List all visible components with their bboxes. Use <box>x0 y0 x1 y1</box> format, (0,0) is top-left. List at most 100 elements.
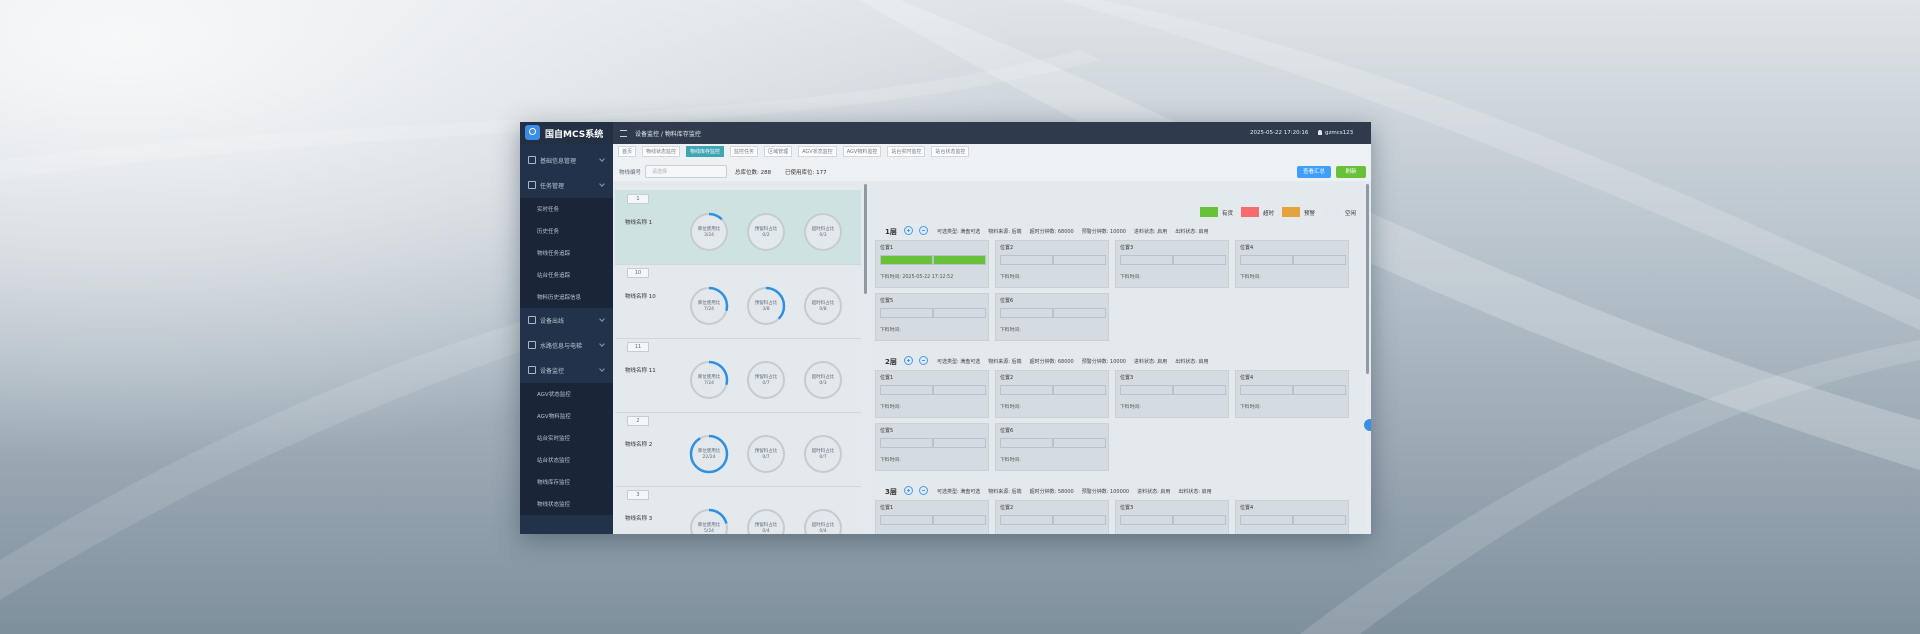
slot-cell <box>880 515 933 525</box>
gauge-arc <box>689 434 729 474</box>
total-slots: 总库位数: 288 <box>735 170 772 176</box>
gauge-title: 预留料占比 <box>754 449 778 454</box>
menu-item[interactable]: 历史任务 <box>520 220 613 242</box>
slot-card[interactable]: 位置2 下料时间: <box>995 370 1109 418</box>
line-select[interactable]: 请选择 <box>645 165 727 178</box>
layer-plus-button[interactable] <box>904 486 913 495</box>
gauge-value: 7/24 <box>703 307 715 312</box>
line-row[interactable]: 1 物线名称 1 库位使用比 3/24 预留料占比 0/2 超时料占比 0/3 <box>615 190 861 265</box>
slot-cell <box>1000 255 1053 265</box>
layer-info: 超时分钟数: 68000 <box>1029 359 1074 365</box>
slot-card[interactable]: 位置5 下料时间: <box>875 423 989 471</box>
gauge-value: 0/4 <box>819 529 827 534</box>
slot-card[interactable]: 位置4 下料时间: <box>1235 500 1349 534</box>
datetime: 2025-05-22 17:20:16 <box>1250 130 1309 136</box>
slot-card[interactable]: 位置3 下料时间: <box>1115 500 1229 534</box>
menu-group[interactable]: 任务管理 <box>520 173 613 197</box>
layer-info: 进料状态: 启用 <box>1133 229 1168 235</box>
menu-item[interactable]: AGV状态监控 <box>520 383 613 405</box>
menu-item[interactable]: 站台任务追踪 <box>520 264 613 286</box>
legend-swatch <box>1200 207 1218 217</box>
filter-bar: 物线编号 请选择 总库位数: 288 已使用库位: 177 查看汇总 刷新 <box>613 160 1371 181</box>
slot-card[interactable]: 位置2 下料时间: <box>995 500 1109 534</box>
menu-group[interactable]: 设备监控 <box>520 358 613 382</box>
filter-label: 物线编号 <box>619 170 642 176</box>
slot-card[interactable]: 位置3 下料时间: <box>1115 370 1229 418</box>
refresh-button[interactable]: 刷新 <box>1336 166 1366 178</box>
menu-label: 基础信息管理 <box>540 158 577 165</box>
button-bar <box>922 230 925 231</box>
line-row[interactable]: 3 物线名称 3 库位使用比 5/24 预留料占比 0/4 超时料占比 0/4 <box>615 486 861 534</box>
tab[interactable]: 物线库存监控 <box>686 146 725 157</box>
slot-cell <box>1293 255 1346 265</box>
menu-group[interactable]: 水路信息与电梯 <box>520 333 613 357</box>
menu-item[interactable]: 站台状态监控 <box>520 449 613 471</box>
slot-time: 下料时间: <box>1240 275 1261 280</box>
layer-minus-button[interactable] <box>919 356 928 365</box>
menu-toggle[interactable] <box>620 130 627 137</box>
gauge <box>689 360 729 400</box>
collapse-handle[interactable] <box>1364 419 1371 431</box>
menu-group[interactable]: 设备出线 <box>520 308 613 332</box>
line-row[interactable]: 11 物线名称 11 库位使用比 7/24 预留料占比 0/7 超时料占比 0/3 <box>615 338 861 413</box>
slot-card[interactable]: 位置2 下料时间: <box>995 240 1109 288</box>
gauge <box>689 508 729 534</box>
tab[interactable]: 站台实时监控 <box>887 146 926 157</box>
line-badge: 11 <box>627 342 649 352</box>
menu-item[interactable]: 物线库存监控 <box>520 471 613 493</box>
slot-cell <box>1120 515 1173 525</box>
menu-item-label: 物线库存监控 <box>537 480 571 486</box>
line-badge: 2 <box>627 416 649 426</box>
layer-minus-button[interactable] <box>919 226 928 235</box>
line-badge: 10 <box>627 268 649 278</box>
slot-card[interactable]: 位置4 下料时间: <box>1235 240 1349 288</box>
slot-card[interactable]: 位置3 下料时间: <box>1115 240 1229 288</box>
header-bar: 国自MCS系统 设备监控 / 物料库存监控 2025-05-22 17:20:16 g… <box>520 122 1371 144</box>
menu-item-label: 历史任务 <box>537 229 560 235</box>
slot-name: 位置5 <box>880 298 894 304</box>
gauge-title: 库位使用比 <box>697 227 721 232</box>
menu-item[interactable]: 站台实时监控 <box>520 427 613 449</box>
gauge-arc <box>689 212 729 252</box>
slot-card[interactable]: 位置5 下料时间: <box>875 293 989 341</box>
slot-card[interactable]: 位置1 下料时间: <box>875 500 989 534</box>
gauge <box>803 434 843 474</box>
layer-minus-button[interactable] <box>919 486 928 495</box>
slot-card[interactable]: 位置1 下料时间: <box>875 370 989 418</box>
tab[interactable]: AGV状态监控 <box>798 146 837 157</box>
menu-item[interactable]: AGV物料监控 <box>520 405 613 427</box>
tab[interactable]: 站台状态监控 <box>931 146 970 157</box>
tab[interactable]: 区域管理 <box>764 146 793 157</box>
tab[interactable]: 监控任务 <box>730 146 759 157</box>
line-row[interactable]: 10 物线名称 10 库位使用比 7/24 预留料占比 3/8 超时料占比 0/8 <box>615 264 861 339</box>
gauge-value: 0/8 <box>819 307 827 312</box>
layer-name: 2层 <box>885 358 897 366</box>
tab[interactable]: AGV物料监控 <box>842 146 882 157</box>
layer-plus-button[interactable] <box>904 226 913 235</box>
summary-button[interactable]: 查看汇总 <box>1297 166 1331 178</box>
slot-card[interactable]: 位置6 下料时间: <box>995 293 1109 341</box>
menu-item-label: 站台实时监控 <box>537 436 571 442</box>
gauge-title: 超时料占比 <box>811 301 835 306</box>
slot-time: 下料时间: <box>1000 458 1021 463</box>
menu-item[interactable]: 实时任务 <box>520 198 613 220</box>
menu-group[interactable]: 基础信息管理 <box>520 148 613 172</box>
gauge-arc <box>689 360 729 400</box>
layer-plus-button[interactable] <box>904 356 913 365</box>
slot-card[interactable]: 位置1 下料时间: 2025-05-22 17:12:52 <box>875 240 989 288</box>
line-name: 物线名称 3 <box>625 516 653 522</box>
line-row[interactable]: 2 物线名称 2 库位使用比 22/24 预留料占比 0/7 超时料占比 0/7 <box>615 412 861 487</box>
gauge-title: 超时料占比 <box>811 375 835 380</box>
slot-card[interactable]: 位置6 下料时间: <box>995 423 1109 471</box>
user-name[interactable]: gzmcs123 <box>1325 130 1354 136</box>
tab[interactable]: 首页 <box>618 146 637 157</box>
gauge <box>803 212 843 252</box>
slot-cell <box>1053 308 1106 318</box>
slot-card[interactable]: 位置4 下料时间: <box>1235 370 1349 418</box>
menu-item[interactable]: 物线状态监控 <box>520 493 613 515</box>
slot-name: 位置5 <box>880 428 894 434</box>
menu-item[interactable]: 物料历史追踪信息 <box>520 286 613 308</box>
menu-item[interactable]: 物线任务追踪 <box>520 242 613 264</box>
tab[interactable]: 物线状态监控 <box>642 146 681 157</box>
layer-info: 预警分钟数: 100000 <box>1081 489 1130 495</box>
